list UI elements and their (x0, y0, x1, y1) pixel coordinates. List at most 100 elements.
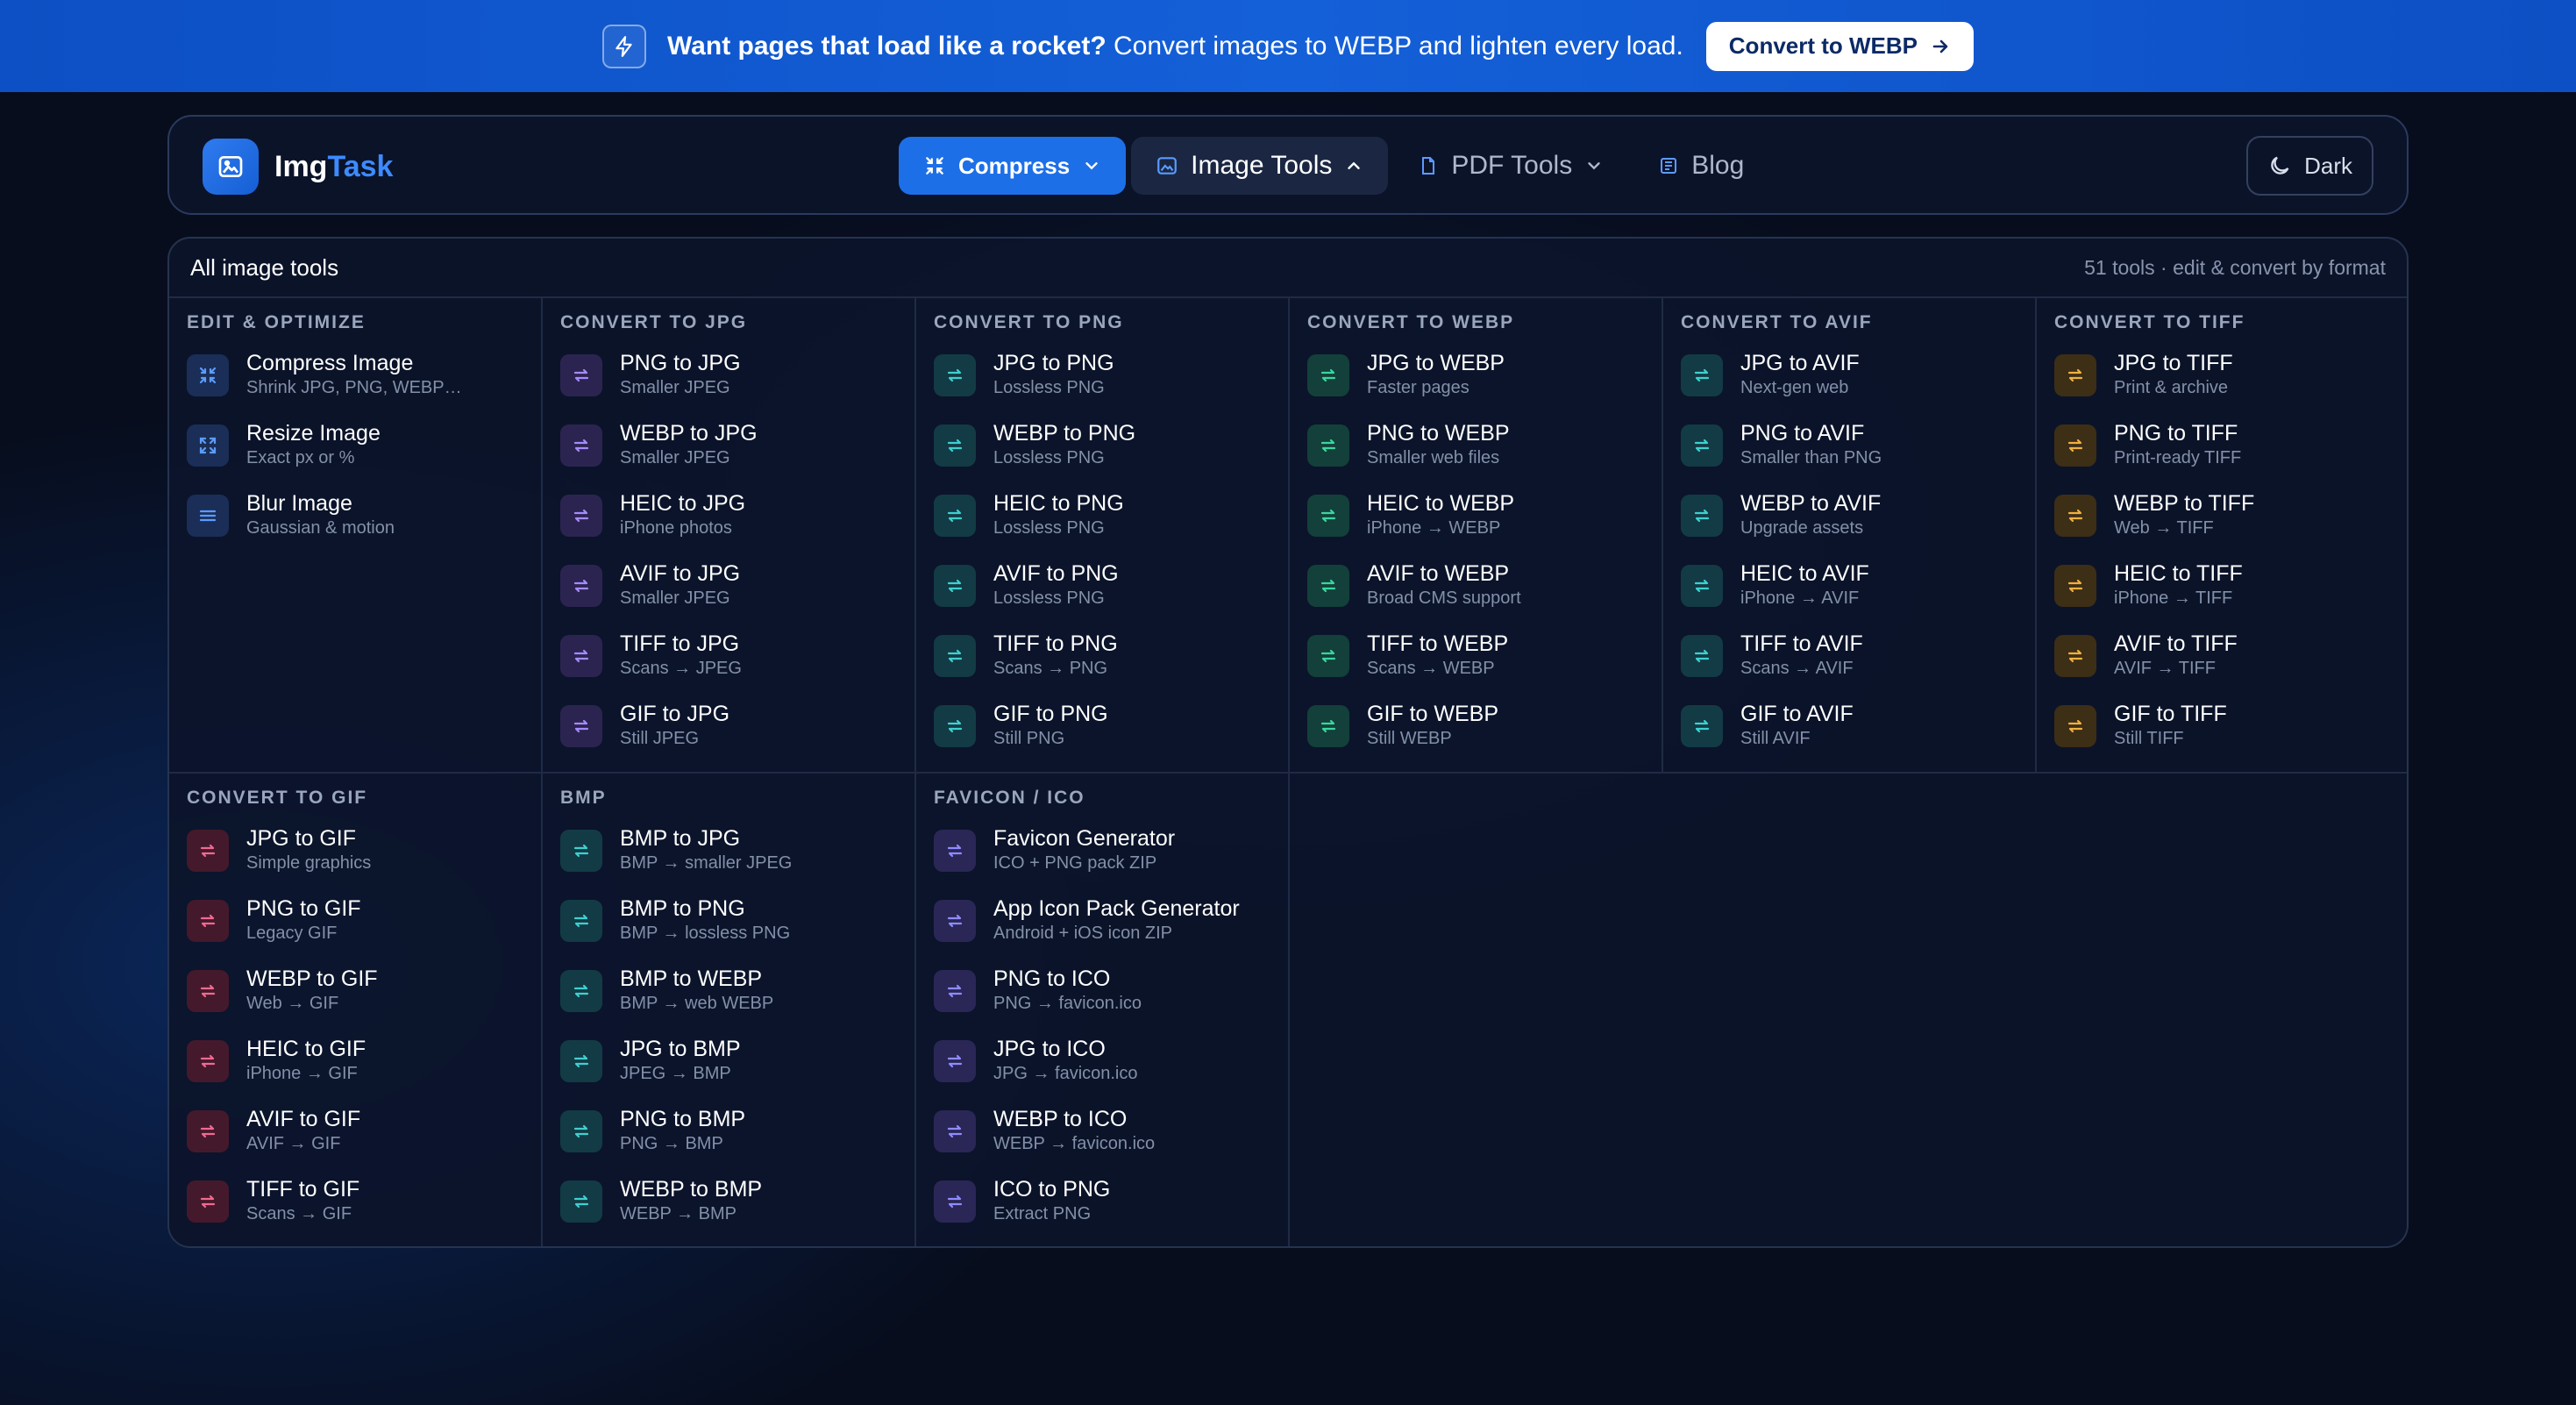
tool-name: GIF to PNG (993, 702, 1108, 726)
resize-icon (187, 424, 229, 467)
tool-description: Smaller JPEG (620, 448, 730, 467)
tool-link[interactable]: PNG to BMP PNG → BMP (560, 1105, 897, 1175)
tool-link[interactable]: Resize Image Exact px or % (187, 419, 523, 489)
tool-link[interactable]: Favicon Generator ICO + PNG pack ZIP (934, 824, 1270, 895)
image-tools-label: Image Tools (1191, 151, 1333, 180)
tool-link[interactable]: JPG to BMP JPEG → BMP (560, 1035, 897, 1105)
tool-link[interactable]: HEIC to WEBP iPhone → WEBP (1307, 489, 1644, 560)
panel-title: All image tools (190, 253, 339, 281)
tool-link[interactable]: HEIC to PNG Lossless PNG (934, 489, 1270, 560)
tool-link[interactable]: TIFF to GIF Scans → GIF (187, 1175, 523, 1245)
convert-arrows-icon (2054, 635, 2096, 677)
pdf-tools-label: PDF Tools (1451, 151, 1573, 180)
tool-link[interactable]: AVIF to JPG Smaller JPEG (560, 560, 897, 630)
tool-link[interactable]: GIF to TIFF Still TIFF (2054, 700, 2391, 770)
banner-cta-label: Convert to WEBP (1728, 32, 1918, 59)
tool-name: PNG to AVIF (1740, 421, 1865, 446)
tool-link[interactable]: WEBP to GIF Web → GIF (187, 965, 523, 1035)
tool-description: AVIF → TIFF (2114, 659, 2216, 678)
tool-name: HEIC to AVIF (1740, 561, 1869, 586)
compress-icon (187, 354, 229, 396)
tool-description: BMP → lossless PNG (620, 924, 791, 943)
tool-name: JPG to GIF (246, 826, 357, 851)
tool-link[interactable]: WEBP to JPG Smaller JPEG (560, 419, 897, 489)
theme-toggle-button[interactable]: Dark (2246, 136, 2373, 196)
tool-link[interactable]: HEIC to TIFF iPhone → TIFF (2054, 560, 2391, 630)
image-tools-menu-button[interactable]: Image Tools (1131, 137, 1389, 195)
tool-name: JPG to WEBP (1367, 351, 1505, 375)
tool-link[interactable]: WEBP to ICO WEBP → favicon.ico (934, 1105, 1270, 1175)
tool-link[interactable]: GIF to AVIF Still AVIF (1681, 700, 2017, 770)
tool-link[interactable]: TIFF to PNG Scans → PNG (934, 630, 1270, 700)
tool-description: iPhone → TIFF (2114, 588, 2233, 608)
tool-link[interactable]: JPG to AVIF Next-gen web (1681, 349, 2017, 419)
tool-link[interactable]: PNG to TIFF Print-ready TIFF (2054, 419, 2391, 489)
tool-description: Smaller JPEG (620, 588, 730, 608)
tool-link[interactable]: Blur Image Gaussian & motion (187, 489, 523, 560)
image-tools-dropdown: All image tools 51 tools · edit & conver… (167, 237, 2409, 1248)
tool-link[interactable]: JPG to PNG Lossless PNG (934, 349, 1270, 419)
convert-arrows-icon (1681, 424, 1723, 467)
convert-arrows-icon (934, 1110, 976, 1152)
tool-link[interactable]: JPG to ICO JPG → favicon.ico (934, 1035, 1270, 1105)
tool-description: Faster pages (1367, 378, 1469, 397)
tool-description: Scans → WEBP (1367, 659, 1495, 678)
tool-link[interactable]: PNG to GIF Legacy GIF (187, 895, 523, 965)
tool-link[interactable]: JPG to WEBP Faster pages (1307, 349, 1644, 419)
convert-arrows-icon (1307, 565, 1349, 607)
banner-body: Convert images to WEBP and lighten every… (1106, 31, 1683, 61)
tool-description: BMP → smaller JPEG (620, 853, 793, 873)
tool-link[interactable]: PNG to AVIF Smaller than PNG (1681, 419, 2017, 489)
tool-link[interactable]: AVIF to GIF AVIF → GIF (187, 1105, 523, 1175)
tool-name: Compress Image (246, 351, 414, 375)
tool-name: AVIF to JPG (620, 561, 741, 586)
tool-link[interactable]: HEIC to AVIF iPhone → AVIF (1681, 560, 2017, 630)
tool-link[interactable]: App Icon Pack Generator Android + iOS ico… (934, 895, 1270, 965)
convert-arrows-icon (187, 1180, 229, 1223)
convert-to-webp-button[interactable]: Convert to WEBP (1705, 21, 1975, 71)
convert-arrows-icon (560, 1110, 602, 1152)
logo[interactable]: ImgTask (203, 139, 393, 195)
tool-link[interactable]: GIF to JPG Still JPEG (560, 700, 897, 770)
tool-link[interactable]: AVIF to PNG Lossless PNG (934, 560, 1270, 630)
tool-description: AVIF → GIF (246, 1134, 341, 1153)
tool-link[interactable]: Compress Image Shrink JPG, PNG, WEBP… (187, 349, 523, 419)
compress-menu-button[interactable]: Compress (899, 137, 1127, 195)
tool-link[interactable]: JPG to GIF Simple graphics (187, 824, 523, 895)
tool-link[interactable]: GIF to WEBP Still WEBP (1307, 700, 1644, 770)
tool-link[interactable]: ICO to PNG Extract PNG (934, 1175, 1270, 1245)
convert-arrows-icon (560, 495, 602, 537)
tool-link[interactable]: JPG to TIFF Print & archive (2054, 349, 2391, 419)
tool-description: Legacy GIF (246, 924, 338, 943)
tool-description: iPhone → WEBP (1367, 518, 1501, 538)
tool-link[interactable]: AVIF to TIFF AVIF → TIFF (2054, 630, 2391, 700)
tool-link[interactable]: TIFF to AVIF Scans → AVIF (1681, 630, 2017, 700)
convert-arrows-icon (187, 1110, 229, 1152)
pdf-tools-menu-button[interactable]: PDF Tools (1393, 137, 1628, 195)
tool-link[interactable]: HEIC to JPG iPhone photos (560, 489, 897, 560)
tool-link[interactable]: WEBP to PNG Lossless PNG (934, 419, 1270, 489)
blog-link[interactable]: Blog (1633, 137, 1768, 195)
convert-arrows-icon (1307, 354, 1349, 396)
tool-link[interactable]: WEBP to AVIF Upgrade assets (1681, 489, 2017, 560)
convert-arrows-icon (560, 830, 602, 872)
tool-link[interactable]: PNG to JPG Smaller JPEG (560, 349, 897, 419)
tool-link[interactable]: BMP to PNG BMP → lossless PNG (560, 895, 897, 965)
tool-link[interactable]: BMP to WEBP BMP → web WEBP (560, 965, 897, 1035)
tool-link[interactable]: PNG to ICO PNG → favicon.ico (934, 965, 1270, 1035)
convert-arrows-icon (1681, 705, 1723, 747)
tool-link[interactable]: TIFF to WEBP Scans → WEBP (1307, 630, 1644, 700)
chevron-down-icon (1085, 162, 1098, 170)
tool-link[interactable]: TIFF to JPG Scans → JPEG (560, 630, 897, 700)
tool-link[interactable]: HEIC to GIF iPhone → GIF (187, 1035, 523, 1105)
tool-description: PNG → favicon.ico (993, 994, 1142, 1013)
convert-arrows-icon (187, 830, 229, 872)
tool-description: Shrink JPG, PNG, WEBP… (246, 378, 462, 397)
tool-link[interactable]: GIF to PNG Still PNG (934, 700, 1270, 770)
tool-link[interactable]: WEBP to BMP WEBP → BMP (560, 1175, 897, 1245)
tool-link[interactable]: WEBP to TIFF Web → TIFF (2054, 489, 2391, 560)
tool-link[interactable]: PNG to WEBP Smaller web files (1307, 419, 1644, 489)
tool-link[interactable]: BMP to JPG BMP → smaller JPEG (560, 824, 897, 895)
tool-link[interactable]: AVIF to WEBP Broad CMS support (1307, 560, 1644, 630)
panel-header: All image tools 51 tools · edit & conver… (169, 239, 2407, 298)
